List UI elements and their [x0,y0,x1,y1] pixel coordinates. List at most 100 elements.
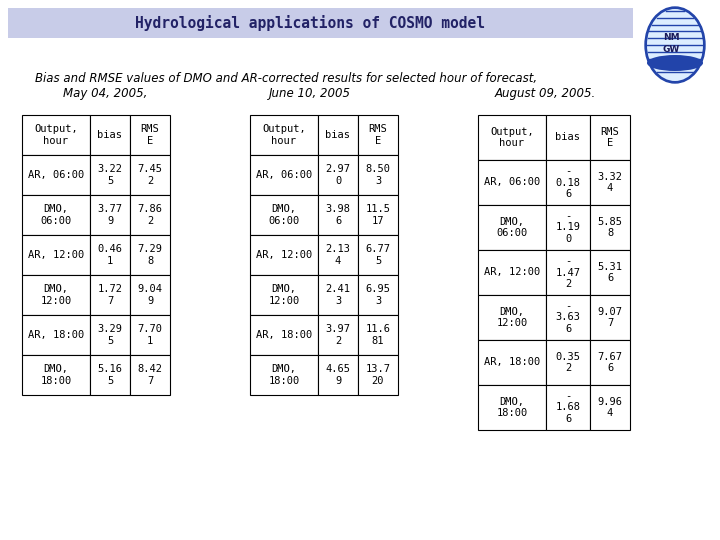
Text: bias: bias [325,130,351,140]
Text: -
3.63
6: - 3.63 6 [556,301,580,334]
Text: 8.42
7: 8.42 7 [138,364,163,386]
Text: 3.29
5: 3.29 5 [97,324,122,346]
Bar [130,355,170,395]
Text: DMO,
12:00: DMO, 12:00 [496,307,528,328]
Text: 6.95
3: 6.95 3 [366,284,390,306]
Bar [590,115,630,160]
Text: bias: bias [556,132,580,143]
Text: 4.65
9: 4.65 9 [325,364,351,386]
Bar [250,155,318,195]
Text: DMO,
18:00: DMO, 18:00 [40,364,71,386]
Bar [478,115,546,160]
Bar [318,195,358,235]
Bar [90,195,130,235]
Bar [478,385,546,430]
Text: AR, 12:00: AR, 12:00 [256,250,312,260]
Bar [478,160,546,205]
Bar [546,340,590,385]
Text: 7.29
8: 7.29 8 [138,244,163,266]
Bar [478,295,546,340]
Ellipse shape [647,55,703,71]
Bar [22,195,90,235]
Bar [318,115,358,155]
Text: June 10, 2005: June 10, 2005 [269,87,351,100]
Text: -
1.47
2: - 1.47 2 [556,256,580,289]
Text: Bias and RMSE values of DMO and AR-corrected results for selected hour of foreca: Bias and RMSE values of DMO and AR-corre… [35,72,537,85]
Text: Output,
hour: Output, hour [34,124,78,146]
Ellipse shape [645,7,705,83]
Bar [546,160,590,205]
Bar [590,385,630,430]
Bar [590,160,630,205]
Bar [250,235,318,275]
Text: May 04, 2005,: May 04, 2005, [63,87,147,100]
Text: 5.31
6: 5.31 6 [598,262,623,284]
Text: AR, 18:00: AR, 18:00 [28,330,84,340]
Bar [250,195,318,235]
Bar [590,250,630,295]
Bar [22,155,90,195]
Text: DMO,
12:00: DMO, 12:00 [40,284,71,306]
Text: 2.13
4: 2.13 4 [325,244,351,266]
Text: 9.96
4: 9.96 4 [598,397,623,418]
Bar [90,235,130,275]
Bar [90,315,130,355]
Bar [22,275,90,315]
Bar [8,8,633,38]
Text: 13.7
20: 13.7 20 [366,364,390,386]
Text: DMO,
06:00: DMO, 06:00 [40,204,71,226]
Bar [358,355,398,395]
Bar [546,115,590,160]
Text: AR, 06:00: AR, 06:00 [484,178,540,187]
Text: -
0.18
6: - 0.18 6 [556,166,580,199]
Text: NM: NM [662,32,679,42]
Bar [546,250,590,295]
Text: DMO,
18:00: DMO, 18:00 [496,397,528,418]
Text: Output,
hour: Output, hour [490,127,534,148]
Bar [590,340,630,385]
Text: 9.04
9: 9.04 9 [138,284,163,306]
Text: August 09, 2005.: August 09, 2005. [495,87,595,100]
Bar [22,355,90,395]
Text: GW: GW [662,44,680,53]
Text: DMO,
06:00: DMO, 06:00 [269,204,300,226]
Text: 2.41
3: 2.41 3 [325,284,351,306]
Bar [478,340,546,385]
Text: 3.22
5: 3.22 5 [97,164,122,186]
Text: 5.85
8: 5.85 8 [598,217,623,238]
Text: 1.72
7: 1.72 7 [97,284,122,306]
Text: RMS
E: RMS E [140,124,159,146]
Text: RMS
E: RMS E [600,127,619,148]
Bar [90,355,130,395]
Bar [318,155,358,195]
Text: 3.77
9: 3.77 9 [97,204,122,226]
Bar [318,235,358,275]
Bar [22,235,90,275]
Bar [590,205,630,250]
Text: 7.45
2: 7.45 2 [138,164,163,186]
Text: Output,
hour: Output, hour [262,124,306,146]
Bar [358,315,398,355]
Text: 3.97
2: 3.97 2 [325,324,351,346]
Bar [318,355,358,395]
Text: RMS
E: RMS E [369,124,387,146]
Bar [358,195,398,235]
Bar [250,355,318,395]
Bar [130,115,170,155]
Text: 11.6
81: 11.6 81 [366,324,390,346]
Bar [546,295,590,340]
Bar [130,275,170,315]
Bar [318,315,358,355]
Text: 3.32
4: 3.32 4 [598,172,623,193]
Bar [130,155,170,195]
Bar [478,205,546,250]
Bar [318,275,358,315]
Text: AR, 06:00: AR, 06:00 [256,170,312,180]
Ellipse shape [647,9,703,81]
Bar [130,235,170,275]
Bar [22,115,90,155]
Text: AR, 18:00: AR, 18:00 [484,357,540,368]
Text: 9.07
7: 9.07 7 [598,307,623,328]
Bar [478,250,546,295]
Bar [90,275,130,315]
